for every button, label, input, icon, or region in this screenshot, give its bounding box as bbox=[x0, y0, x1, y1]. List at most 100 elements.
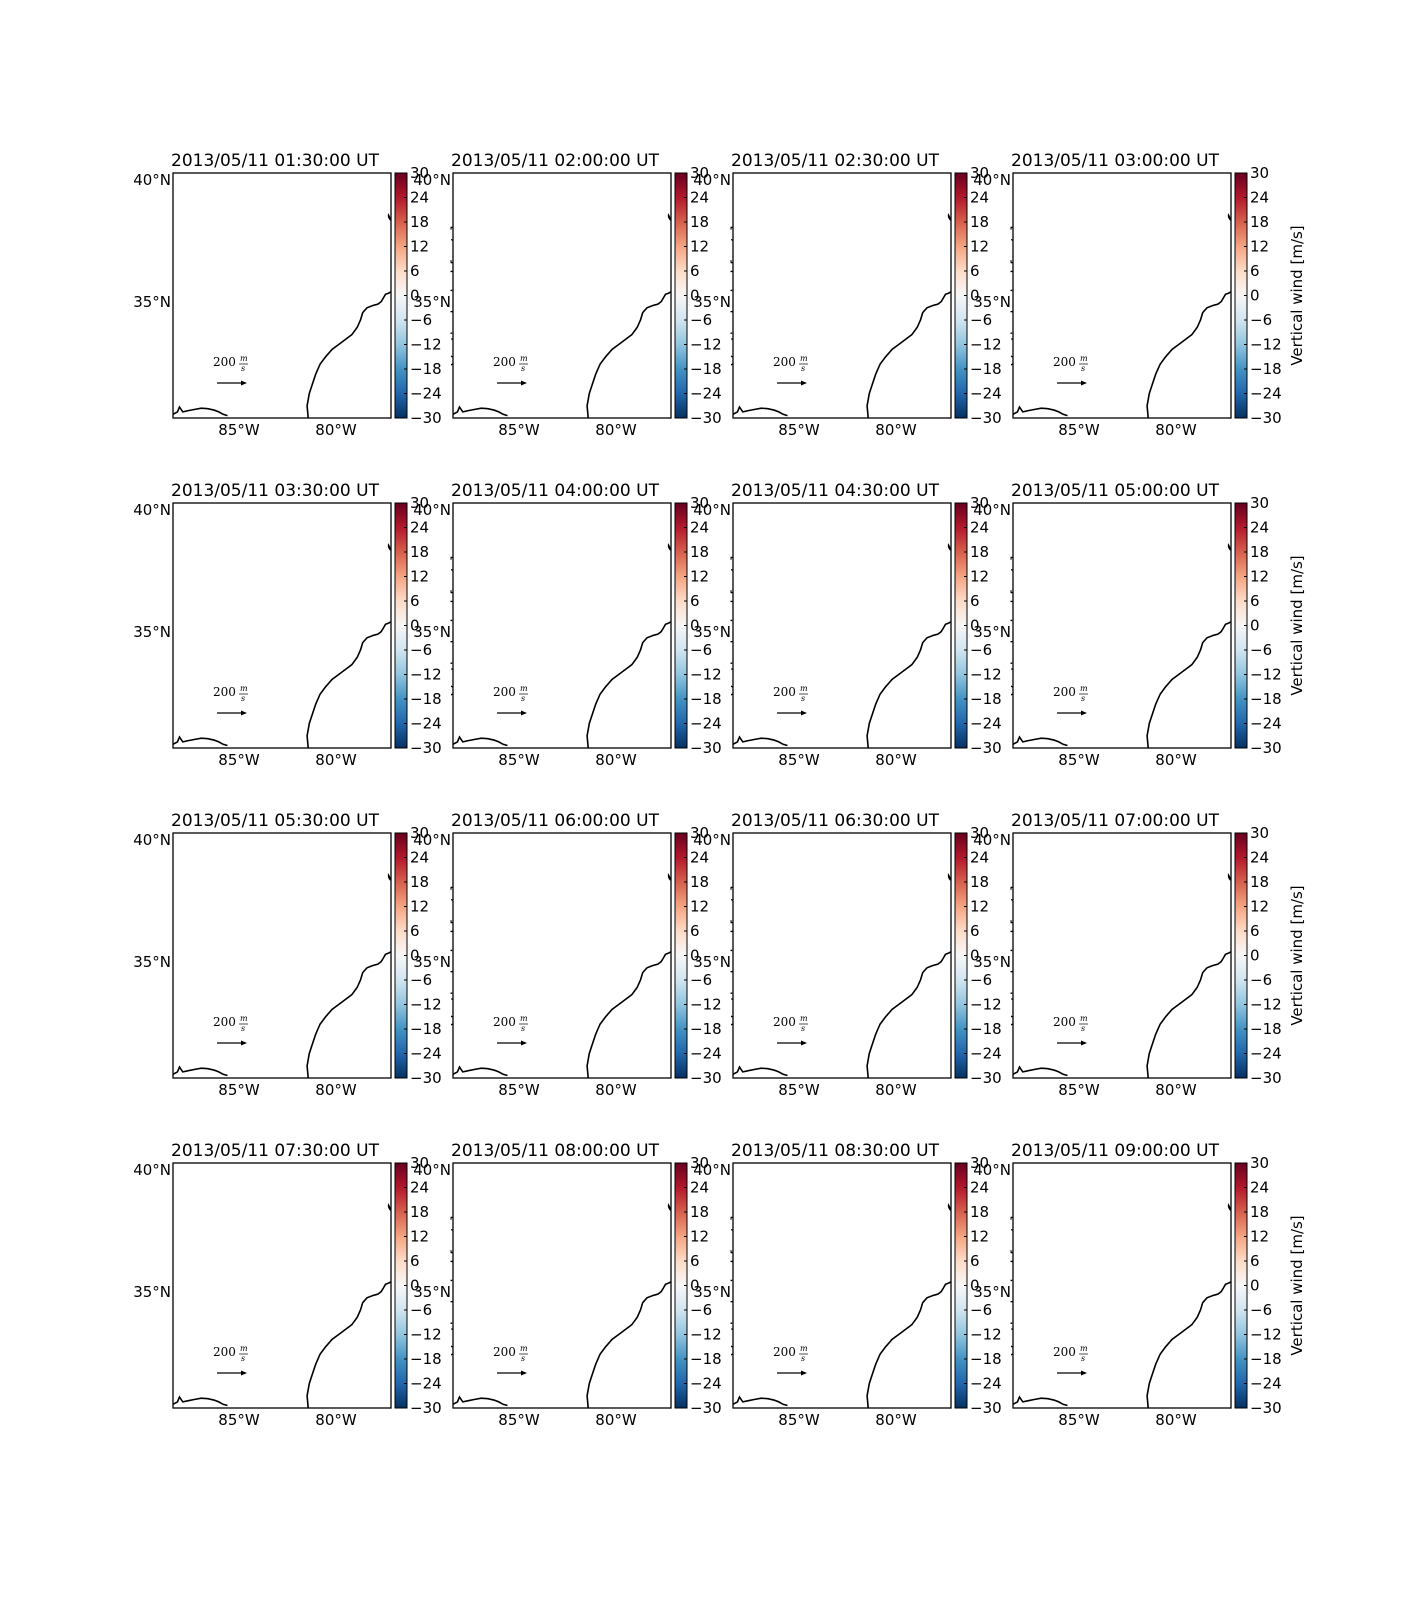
lat-label: 35°N bbox=[973, 953, 1011, 971]
colorbar-tick-label: 12 bbox=[1250, 898, 1269, 916]
lat-label: 35°N bbox=[973, 293, 1011, 311]
lon-label: 80°W bbox=[595, 1081, 637, 1099]
quiver-key-arrowhead bbox=[521, 710, 527, 716]
quiver-key-arrowhead bbox=[801, 1370, 807, 1376]
colorbar-tick-label: −12 bbox=[410, 336, 442, 354]
quiver-key-value: 200 bbox=[773, 1015, 796, 1029]
colorbar-tick-label: 30 bbox=[410, 1154, 429, 1172]
colorbar-tick-label: 6 bbox=[970, 592, 980, 610]
colorbar-tick-label: −30 bbox=[410, 1069, 442, 1087]
colorbar-tick-label: 0 bbox=[1250, 617, 1260, 635]
coastline bbox=[866, 621, 952, 749]
panel-title: 2013/05/11 04:30:00 UT bbox=[731, 481, 940, 501]
gulf-coastline bbox=[172, 1395, 228, 1407]
panel-title: 2013/05/11 03:30:00 UT bbox=[171, 481, 380, 501]
lat-label: 40°N bbox=[693, 501, 731, 519]
quiver-key-value: 200 bbox=[493, 355, 516, 369]
colorbar-tick-label: −6 bbox=[970, 971, 992, 989]
panel-title: 2013/05/11 08:30:00 UT bbox=[731, 1141, 940, 1161]
quiver-key-unit-num: m bbox=[240, 1014, 248, 1023]
gulf-coastline bbox=[172, 405, 228, 417]
colorbar-tick-label: −6 bbox=[1250, 641, 1272, 659]
coastline bbox=[866, 951, 952, 1079]
panel-title: 2013/05/11 02:00:00 UT bbox=[451, 151, 660, 171]
map-frame bbox=[1012, 832, 1232, 1079]
island-mark bbox=[947, 1203, 951, 1211]
colorbar-tick-label: 6 bbox=[1250, 592, 1260, 610]
quiver-key-value: 200 bbox=[773, 685, 796, 699]
map-frame bbox=[452, 832, 672, 1079]
lat-label: 35°N bbox=[413, 953, 451, 971]
colorbar-tick-label: −24 bbox=[1250, 385, 1282, 403]
colorbar-tick-label: 0 bbox=[1250, 947, 1260, 965]
coastline bbox=[306, 951, 392, 1079]
gulf-coastline bbox=[452, 1395, 508, 1407]
colorbar-tick-label: 18 bbox=[1250, 873, 1269, 891]
colorbar-tick-label: −30 bbox=[410, 409, 442, 427]
coastline bbox=[586, 1281, 672, 1409]
quiver-key-unit-num: m bbox=[800, 1344, 808, 1353]
colorbar-tick-label: 18 bbox=[970, 873, 989, 891]
colorbar-tick-label: 12 bbox=[410, 238, 429, 256]
quiver-key-unit-num: m bbox=[520, 684, 528, 693]
colorbar-tick-label: −30 bbox=[1250, 409, 1282, 427]
lat-label: 40°N bbox=[413, 171, 451, 189]
lat-label: 35°N bbox=[693, 293, 731, 311]
lon-label: 80°W bbox=[315, 1081, 357, 1099]
island-mark bbox=[1227, 873, 1231, 881]
colorbar-tick-label: 0 bbox=[970, 947, 980, 965]
quiver-key-unit-den: s bbox=[801, 1024, 805, 1033]
colorbar-tick-label: 0 bbox=[410, 947, 420, 965]
lon-label: 85°W bbox=[778, 421, 820, 439]
quiver-key-unit-den: s bbox=[241, 1354, 245, 1363]
map-panel: 2013/05/11 07:30:00 UT 200 ms 40°N 35°N 85°W 8… bbox=[133, 1141, 466, 1429]
panel-title: 2013/05/11 07:00:00 UT bbox=[1011, 811, 1220, 831]
colorbar-tick-label: 12 bbox=[1250, 238, 1269, 256]
lat-label: 40°N bbox=[973, 171, 1011, 189]
colorbar-tick-label: 0 bbox=[690, 947, 700, 965]
quiver-key-arrowhead bbox=[241, 380, 247, 386]
colorbar-tick-label: −30 bbox=[970, 1399, 1002, 1417]
gulf-coastline bbox=[452, 405, 508, 417]
panel-title: 2013/05/11 04:00:00 UT bbox=[451, 481, 660, 501]
colorbar-tick-label: 12 bbox=[690, 898, 709, 916]
colorbar-tick-label: −6 bbox=[970, 641, 992, 659]
colorbar-tick-label: 0 bbox=[690, 617, 700, 635]
colorbar-tick-label: −24 bbox=[690, 715, 722, 733]
colorbar-tick-label: 0 bbox=[410, 617, 420, 635]
colorbar-tick-label: 30 bbox=[970, 1154, 989, 1172]
colorbar-tick-label: 6 bbox=[410, 262, 420, 280]
quiver-key-unit-num: m bbox=[240, 1344, 248, 1353]
colorbar-tick-label: −18 bbox=[970, 1020, 1002, 1038]
lat-label: 35°N bbox=[413, 623, 451, 641]
gulf-coastline bbox=[1012, 1395, 1068, 1407]
colorbar-tick-label: −12 bbox=[1250, 996, 1282, 1014]
quiver-key-unit-num: m bbox=[520, 354, 528, 363]
lat-label: 35°N bbox=[413, 1283, 451, 1301]
map-frame bbox=[732, 502, 952, 749]
colorbar-tick-label: 12 bbox=[970, 898, 989, 916]
colorbar-tick-label: 30 bbox=[970, 164, 989, 182]
quiver-key-arrowhead bbox=[801, 710, 807, 716]
panel-title: 2013/05/11 01:30:00 UT bbox=[171, 151, 380, 171]
quiver-key-unit-den: s bbox=[1081, 364, 1085, 373]
island-mark bbox=[1227, 1203, 1231, 1211]
colorbar-tick-label: 30 bbox=[410, 164, 429, 182]
quiver-key-arrowhead bbox=[521, 1040, 527, 1046]
colorbar-tick-label: −6 bbox=[690, 311, 712, 329]
lat-label: 40°N bbox=[693, 831, 731, 849]
colorbar-tick-label: −18 bbox=[1250, 360, 1282, 378]
colorbar-tick-label: 24 bbox=[1250, 1179, 1269, 1197]
map-panel: 2013/05/11 07:00:00 UT 200 ms 40°N 35°N 85°W 8… bbox=[973, 811, 1306, 1099]
panel-title: 2013/05/11 02:30:00 UT bbox=[731, 151, 940, 171]
colorbar-tick-label: 24 bbox=[410, 849, 429, 867]
lon-label: 85°W bbox=[498, 1411, 540, 1429]
lat-label: 40°N bbox=[973, 831, 1011, 849]
quiver-key-unit-den: s bbox=[1081, 1354, 1085, 1363]
quiver-key-arrowhead bbox=[801, 380, 807, 386]
coastline bbox=[866, 291, 952, 419]
quiver-key-unit-den: s bbox=[521, 1024, 525, 1033]
colorbar-tick-label: 30 bbox=[1250, 824, 1269, 842]
quiver-key-unit-den: s bbox=[241, 694, 245, 703]
colorbar-tick-label: 24 bbox=[690, 189, 709, 207]
